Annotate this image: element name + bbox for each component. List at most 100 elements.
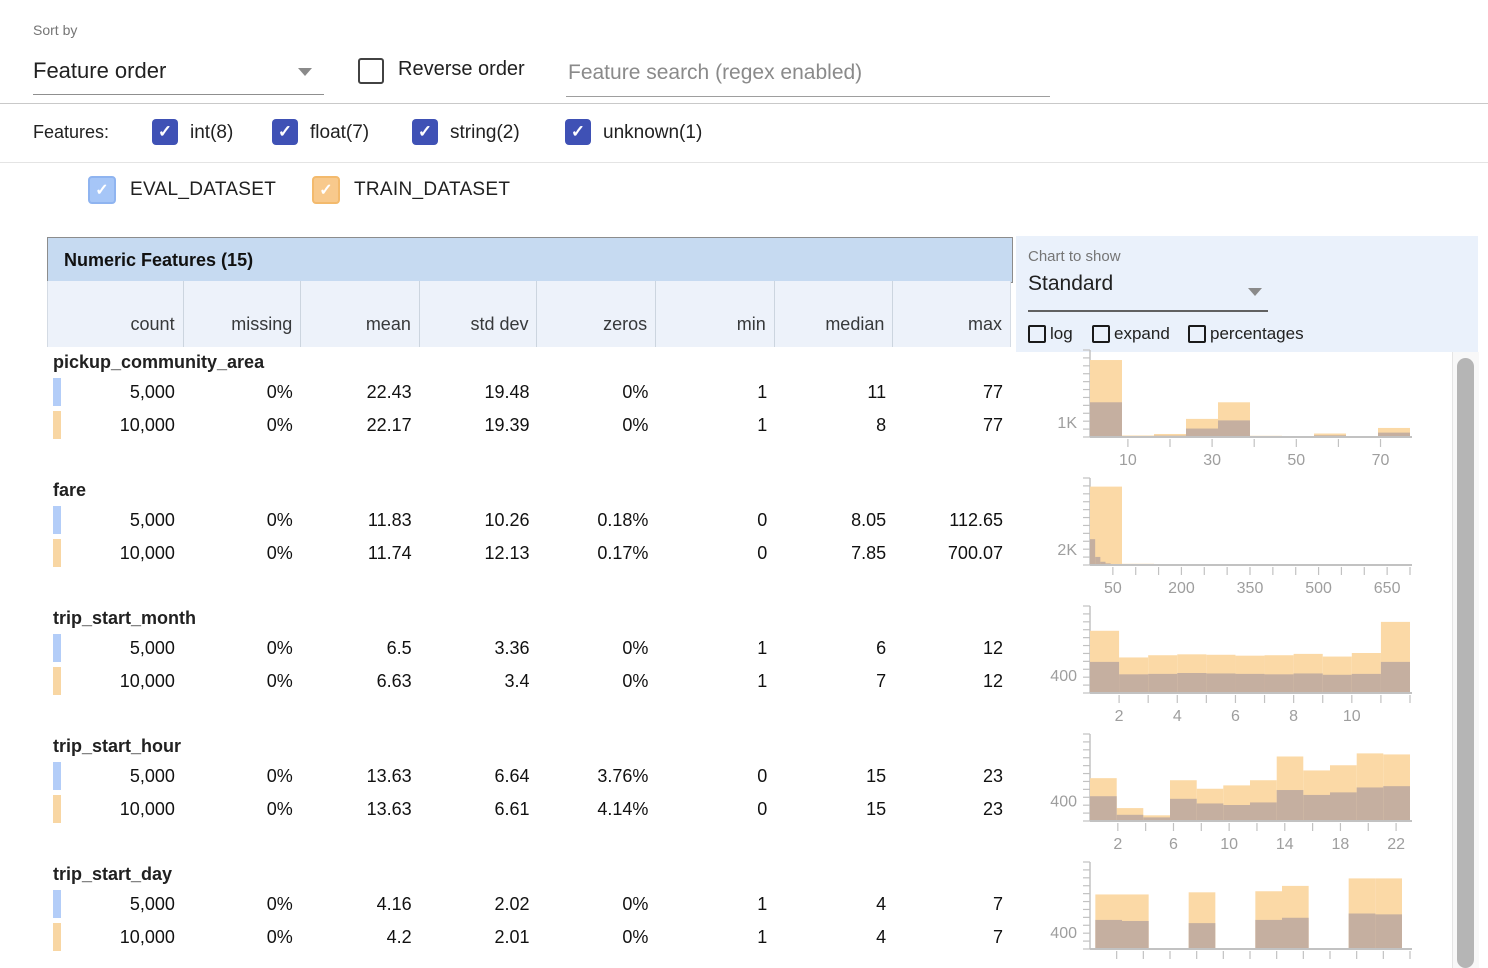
stat-cell-zeros: 0.18% (537, 504, 656, 536)
stats-row-eval: 5,0000%11.8310.260.18%08.05112.65 (47, 504, 1011, 536)
stat-cell-max: 23 (894, 793, 1011, 825)
log-checkbox[interactable] (1028, 325, 1046, 343)
feature-block-pickup_community_area: pickup_community_area5,0000%22.4319.480%… (0, 347, 1488, 475)
stat-cell-max: 12 (894, 665, 1011, 697)
stat-cell-median: 8.05 (775, 504, 894, 536)
sort-by-select[interactable]: Feature order (33, 50, 324, 95)
stat-cell-std-dev: 19.39 (420, 409, 538, 441)
svg-text:500: 500 (1305, 580, 1332, 597)
stat-cell-min: 0 (656, 504, 775, 536)
stat-cell-count: 5,000 (47, 504, 183, 536)
svg-text:10: 10 (1119, 452, 1137, 469)
feature-type-checkbox-float[interactable]: ✓ (272, 119, 298, 145)
eval-dataset-marker (53, 890, 61, 918)
stat-cell-max: 77 (894, 376, 1011, 408)
stat-cell-max: 112.65 (894, 504, 1011, 536)
feature-type-label: int(8) (190, 122, 233, 144)
percentages-label: percentages (1210, 324, 1304, 344)
feature-type-checkbox-int[interactable]: ✓ (152, 119, 178, 145)
stat-cell-median: 7 (775, 665, 894, 697)
facets-overview-app: Sort by Feature order Reverse order Feat… (0, 0, 1488, 968)
stat-cell-std-dev: 2.02 (420, 888, 538, 920)
feature-name: fare (53, 480, 86, 501)
feature-table-body: pickup_community_area5,0000%22.4319.480%… (0, 347, 1488, 968)
stat-cell-median: 15 (775, 793, 894, 825)
stats-row-train: 10,0000%6.633.40%1712 (47, 665, 1011, 697)
divider (0, 103, 1488, 104)
stat-cell-std-dev: 6.61 (420, 793, 538, 825)
log-label: log (1050, 324, 1073, 344)
column-header-max: max (893, 281, 1010, 347)
stats-column-header-row: countmissingmeanstd devzerosminmedianmax (47, 281, 1011, 347)
stat-cell-max: 7 (894, 888, 1011, 920)
eval-dataset-marker (53, 506, 61, 534)
train-dataset-marker (53, 667, 61, 695)
column-header-count: count (48, 281, 184, 347)
stats-row-eval: 5,0000%6.53.360%1612 (47, 632, 1011, 664)
histogram-fare: 502003505006502K (1018, 475, 1448, 601)
stats-row-train: 10,0000%13.636.614.14%01523 (47, 793, 1011, 825)
svg-text:650: 650 (1374, 580, 1401, 597)
stat-cell-zeros: 0% (537, 376, 656, 408)
percentages-checkbox[interactable] (1188, 325, 1206, 343)
svg-text:14: 14 (1276, 836, 1294, 853)
stat-cell-mean: 4.16 (301, 888, 420, 920)
stat-cell-mean: 22.43 (301, 376, 420, 408)
svg-text:400: 400 (1050, 668, 1077, 685)
divider (0, 162, 1488, 163)
stat-cell-min: 1 (656, 888, 775, 920)
stat-cell-missing: 0% (183, 376, 301, 408)
stat-cell-min: 1 (656, 409, 775, 441)
chart-to-show-label: Chart to show (1028, 248, 1121, 265)
stat-cell-median: 6 (775, 632, 894, 664)
svg-text:10: 10 (1220, 836, 1238, 853)
chevron-down-icon (1248, 288, 1262, 296)
expand-checkbox[interactable] (1092, 325, 1110, 343)
stat-cell-mean: 13.63 (301, 760, 420, 792)
stat-cell-missing: 0% (183, 537, 301, 569)
feature-type-checkbox-unknown[interactable]: ✓ (565, 119, 591, 145)
train-dataset-marker (53, 923, 61, 951)
stat-cell-mean: 6.63 (301, 665, 420, 697)
svg-text:2: 2 (1115, 708, 1124, 725)
stat-cell-min: 1 (656, 632, 775, 664)
stat-cell-std-dev: 10.26 (420, 504, 538, 536)
chevron-down-icon (298, 68, 312, 76)
stat-cell-count: 10,000 (47, 793, 183, 825)
dataset-checkbox-train_dataset[interactable]: ✓ (312, 176, 340, 204)
select-underline (1028, 310, 1268, 312)
svg-text:400: 400 (1050, 793, 1077, 810)
column-header-std-dev: std dev (420, 281, 538, 347)
stat-cell-missing: 0% (183, 921, 301, 953)
stat-cell-min: 1 (656, 921, 775, 953)
svg-text:2K: 2K (1057, 542, 1077, 559)
stat-cell-missing: 0% (183, 888, 301, 920)
svg-text:8: 8 (1289, 708, 1298, 725)
stat-cell-zeros: 0% (537, 632, 656, 664)
histogram-pickup_community_area: 103050701K (1018, 347, 1448, 473)
eval-dataset-marker (53, 378, 61, 406)
stat-cell-missing: 0% (183, 632, 301, 664)
scrollbar-thumb[interactable] (1457, 358, 1474, 968)
stat-cell-min: 0 (656, 760, 775, 792)
stats-row-train: 10,0000%22.1719.390%1877 (47, 409, 1011, 441)
reverse-order-checkbox[interactable] (358, 58, 384, 84)
svg-text:50: 50 (1104, 580, 1122, 597)
scrollbar-track[interactable] (1452, 352, 1479, 968)
feature-type-checkbox-string[interactable]: ✓ (412, 119, 438, 145)
stats-row-train: 10,0000%11.7412.130.17%07.85700.07 (47, 537, 1011, 569)
stat-cell-std-dev: 3.36 (420, 632, 538, 664)
feature-name: trip_start_month (53, 608, 196, 629)
svg-text:70: 70 (1372, 452, 1390, 469)
stat-cell-zeros: 4.14% (537, 793, 656, 825)
stat-cell-max: 12 (894, 632, 1011, 664)
feature-type-label: string(2) (450, 122, 520, 144)
stat-cell-max: 7 (894, 921, 1011, 953)
dataset-checkbox-eval_dataset[interactable]: ✓ (88, 176, 116, 204)
feature-type-label: unknown(1) (603, 122, 702, 144)
stat-cell-median: 8 (775, 409, 894, 441)
feature-type-label: float(7) (310, 122, 369, 144)
column-header-missing: missing (184, 281, 302, 347)
feature-search-input[interactable] (566, 50, 1050, 97)
stat-cell-zeros: 0% (537, 888, 656, 920)
